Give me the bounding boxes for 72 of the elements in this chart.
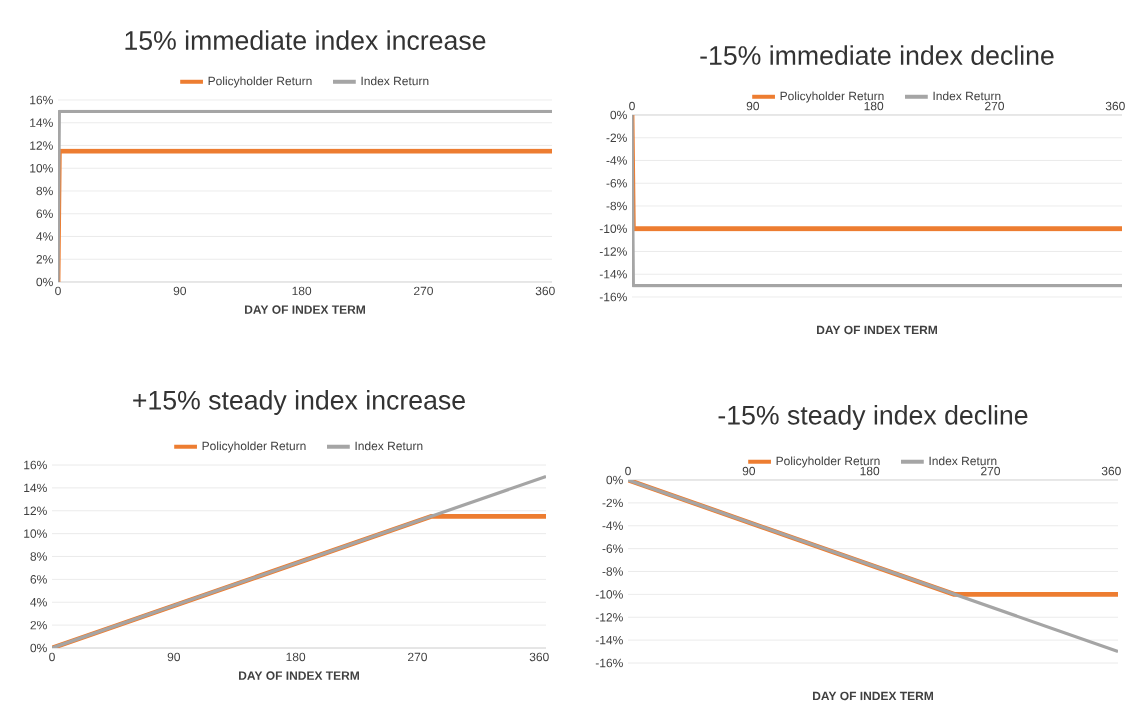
y-tick-label: 8% [36, 186, 53, 196]
chart-title: -15% immediate index decline [700, 45, 1054, 65]
y-tick-label: 6% [30, 575, 47, 584]
y-tick-label: 6% [36, 209, 53, 218]
legend-label: Index Return [929, 456, 997, 466]
y-tick-label: 14% [30, 118, 53, 127]
y-tick-label: -4% [606, 156, 627, 165]
y-tick-label: 10% [30, 163, 53, 173]
y-tick-label: 8% [30, 552, 47, 561]
legend-label: Policyholder Return [208, 76, 312, 88]
legend-label: Policyholder Return [202, 441, 306, 453]
x-tick-label: 0 [49, 652, 55, 662]
legend-label: Policyholder Return [776, 456, 880, 468]
y-tick-label: -16% [595, 658, 623, 668]
y-tick-label: -14% [599, 270, 627, 279]
y-tick-label: -8% [602, 567, 623, 576]
y-tick-label: 0% [36, 277, 53, 287]
y-tick-label: 0% [610, 110, 627, 120]
x-tick-label: 0 [55, 286, 61, 296]
x-tick-label: 0 [625, 466, 631, 476]
x-tick-label: 180 [860, 466, 880, 476]
x-tick-label: 360 [529, 652, 549, 662]
x-axis-title: DAY OF INDEX TERM [817, 325, 937, 335]
y-tick-label: 12% [30, 141, 53, 150]
y-tick-label: 2% [36, 255, 53, 264]
x-tick-label: 180 [286, 652, 306, 662]
x-tick-label: 270 [408, 652, 427, 662]
x-tick-label: 180 [864, 101, 884, 111]
y-tick-label: -10% [599, 224, 627, 233]
y-tick-label: -16% [599, 292, 627, 302]
x-tick-label: 90 [167, 652, 181, 662]
legend-label: Index Return [361, 76, 429, 86]
x-tick-label: 270 [981, 466, 1001, 476]
x-tick-label: 360 [1101, 466, 1121, 476]
chart-title: +15% steady index increase [133, 390, 465, 415]
legend-label: Policyholder Return [780, 91, 884, 103]
y-tick-label: 4% [30, 598, 47, 607]
x-tick-label: 360 [1105, 101, 1125, 111]
y-tick-label: -12% [599, 247, 627, 256]
y-tick-label: -12% [595, 613, 623, 622]
y-tick-label: 2% [30, 620, 47, 630]
x-tick-label: 270 [414, 286, 433, 296]
y-tick-label: -4% [602, 521, 623, 530]
y-tick-label: -14% [595, 635, 623, 645]
y-tick-label: 16% [24, 460, 47, 470]
x-tick-label: 90 [742, 466, 756, 476]
y-tick-label: 16% [30, 95, 53, 105]
x-axis-title: DAY OF INDEX TERM [239, 671, 359, 680]
y-tick-label: -2% [602, 498, 623, 508]
y-tick-label: 0% [30, 643, 47, 653]
legend-label: Index Return [355, 441, 423, 451]
x-tick-label: 90 [173, 286, 187, 296]
x-axis-title: DAY OF INDEX TERM [245, 305, 365, 314]
y-tick-label: -10% [595, 590, 623, 599]
y-tick-label: 12% [24, 506, 47, 515]
y-tick-label: -2% [606, 133, 627, 142]
y-tick-label: 10% [24, 529, 47, 538]
x-tick-label: 90 [746, 101, 760, 111]
x-tick-label: 0 [629, 101, 635, 111]
chart-title: -15% steady index decline [718, 405, 1028, 430]
x-tick-label: 360 [535, 286, 555, 296]
y-tick-label: 14% [24, 483, 47, 493]
y-tick-label: -8% [606, 201, 627, 211]
y-tick-label: -6% [602, 544, 623, 553]
legend-label: Index Return [933, 91, 1001, 101]
y-tick-label: 4% [36, 232, 53, 241]
chart-title: 15% immediate index increase [125, 30, 486, 50]
x-tick-label: 270 [985, 101, 1005, 111]
x-tick-label: 180 [292, 286, 312, 296]
y-tick-label: -6% [606, 178, 627, 188]
y-tick-label: 0% [606, 475, 623, 485]
x-axis-title: DAY OF INDEX TERM [813, 691, 933, 701]
